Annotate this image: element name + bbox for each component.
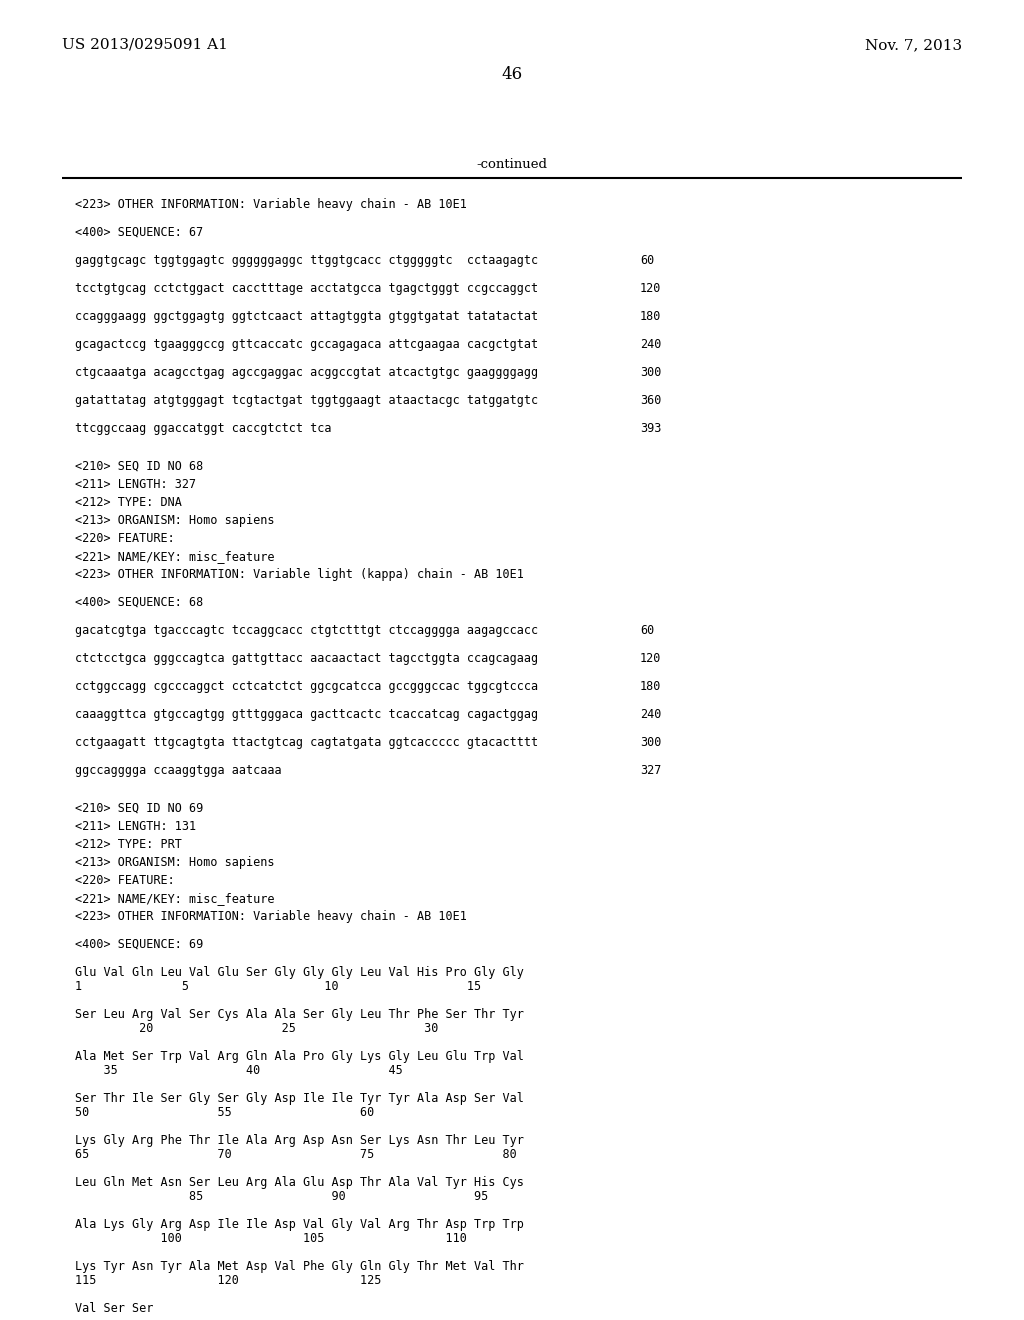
Text: 85                  90                  95: 85 90 95 xyxy=(75,1191,488,1203)
Text: gaggtgcagc tggtggagtc ggggggaggc ttggtgcacc ctgggggtc  cctaagagtc: gaggtgcagc tggtggagtc ggggggaggc ttggtgc… xyxy=(75,253,539,267)
Text: <221> NAME/KEY: misc_feature: <221> NAME/KEY: misc_feature xyxy=(75,892,274,906)
Text: 60: 60 xyxy=(640,253,654,267)
Text: -continued: -continued xyxy=(476,158,548,172)
Text: gatattatag atgtgggagt tcgtactgat tggtggaagt ataactacgc tatggatgtc: gatattatag atgtgggagt tcgtactgat tggtgga… xyxy=(75,393,539,407)
Text: <220> FEATURE:: <220> FEATURE: xyxy=(75,874,175,887)
Text: 180: 180 xyxy=(640,310,662,323)
Text: <213> ORGANISM: Homo sapiens: <213> ORGANISM: Homo sapiens xyxy=(75,855,274,869)
Text: tcctgtgcag cctctggact cacctttage acctatgcca tgagctgggt ccgccaggct: tcctgtgcag cctctggact cacctttage acctatg… xyxy=(75,282,539,294)
Text: ccagggaagg ggctggagtg ggtctcaact attagtggta gtggtgatat tatatactat: ccagggaagg ggctggagtg ggtctcaact attagtg… xyxy=(75,310,539,323)
Text: 115                 120                 125: 115 120 125 xyxy=(75,1274,381,1287)
Text: Lys Gly Arg Phe Thr Ile Ala Arg Asp Asn Ser Lys Asn Thr Leu Tyr: Lys Gly Arg Phe Thr Ile Ala Arg Asp Asn … xyxy=(75,1134,524,1147)
Text: 65                  70                  75                  80: 65 70 75 80 xyxy=(75,1148,517,1162)
Text: 100                 105                 110: 100 105 110 xyxy=(75,1232,467,1245)
Text: gcagactccg tgaagggccg gttcaccatc gccagagaca attcgaagaa cacgctgtat: gcagactccg tgaagggccg gttcaccatc gccagag… xyxy=(75,338,539,351)
Text: <223> OTHER INFORMATION: Variable light (kappa) chain - AB 10E1: <223> OTHER INFORMATION: Variable light … xyxy=(75,568,524,581)
Text: 50                  55                  60: 50 55 60 xyxy=(75,1106,374,1119)
Text: ctctcctgca gggccagtca gattgttacc aacaactact tagcctggta ccagcagaag: ctctcctgca gggccagtca gattgttacc aacaact… xyxy=(75,652,539,665)
Text: <211> LENGTH: 327: <211> LENGTH: 327 xyxy=(75,478,197,491)
Text: 327: 327 xyxy=(640,764,662,777)
Text: <213> ORGANISM: Homo sapiens: <213> ORGANISM: Homo sapiens xyxy=(75,513,274,527)
Text: <220> FEATURE:: <220> FEATURE: xyxy=(75,532,175,545)
Text: 360: 360 xyxy=(640,393,662,407)
Text: Ser Leu Arg Val Ser Cys Ala Ala Ser Gly Leu Thr Phe Ser Thr Tyr: Ser Leu Arg Val Ser Cys Ala Ala Ser Gly … xyxy=(75,1008,524,1020)
Text: ctgcaaatga acagcctgag agccgaggac acggccgtat atcactgtgc gaaggggagg: ctgcaaatga acagcctgag agccgaggac acggccg… xyxy=(75,366,539,379)
Text: 120: 120 xyxy=(640,652,662,665)
Text: 393: 393 xyxy=(640,422,662,436)
Text: 240: 240 xyxy=(640,708,662,721)
Text: <212> TYPE: PRT: <212> TYPE: PRT xyxy=(75,838,182,851)
Text: 35                  40                  45: 35 40 45 xyxy=(75,1064,402,1077)
Text: caaaggttca gtgccagtgg gtttgggaca gacttcactc tcaccatcag cagactggag: caaaggttca gtgccagtgg gtttgggaca gacttca… xyxy=(75,708,539,721)
Text: 60: 60 xyxy=(640,624,654,638)
Text: Leu Gln Met Asn Ser Leu Arg Ala Glu Asp Thr Ala Val Tyr His Cys: Leu Gln Met Asn Ser Leu Arg Ala Glu Asp … xyxy=(75,1176,524,1189)
Text: <400> SEQUENCE: 69: <400> SEQUENCE: 69 xyxy=(75,939,203,950)
Text: ttcggccaag ggaccatggt caccgtctct tca: ttcggccaag ggaccatggt caccgtctct tca xyxy=(75,422,332,436)
Text: gacatcgtga tgacccagtc tccaggcacc ctgtctttgt ctccagggga aagagccacc: gacatcgtga tgacccagtc tccaggcacc ctgtctt… xyxy=(75,624,539,638)
Text: 120: 120 xyxy=(640,282,662,294)
Text: ggccagggga ccaaggtgga aatcaaa: ggccagggga ccaaggtgga aatcaaa xyxy=(75,764,282,777)
Text: <211> LENGTH: 131: <211> LENGTH: 131 xyxy=(75,820,197,833)
Text: Glu Val Gln Leu Val Glu Ser Gly Gly Gly Leu Val His Pro Gly Gly: Glu Val Gln Leu Val Glu Ser Gly Gly Gly … xyxy=(75,966,524,979)
Text: <400> SEQUENCE: 67: <400> SEQUENCE: 67 xyxy=(75,226,203,239)
Text: Val Ser Ser: Val Ser Ser xyxy=(75,1302,154,1315)
Text: <212> TYPE: DNA: <212> TYPE: DNA xyxy=(75,496,182,510)
Text: US 2013/0295091 A1: US 2013/0295091 A1 xyxy=(62,38,228,51)
Text: Nov. 7, 2013: Nov. 7, 2013 xyxy=(865,38,962,51)
Text: Ser Thr Ile Ser Gly Ser Gly Asp Ile Ile Tyr Tyr Ala Asp Ser Val: Ser Thr Ile Ser Gly Ser Gly Asp Ile Ile … xyxy=(75,1092,524,1105)
Text: 180: 180 xyxy=(640,680,662,693)
Text: <223> OTHER INFORMATION: Variable heavy chain - AB 10E1: <223> OTHER INFORMATION: Variable heavy … xyxy=(75,909,467,923)
Text: 240: 240 xyxy=(640,338,662,351)
Text: <400> SEQUENCE: 68: <400> SEQUENCE: 68 xyxy=(75,597,203,609)
Text: 20                  25                  30: 20 25 30 xyxy=(75,1022,438,1035)
Text: Ala Met Ser Trp Val Arg Gln Ala Pro Gly Lys Gly Leu Glu Trp Val: Ala Met Ser Trp Val Arg Gln Ala Pro Gly … xyxy=(75,1049,524,1063)
Text: Lys Tyr Asn Tyr Ala Met Asp Val Phe Gly Gln Gly Thr Met Val Thr: Lys Tyr Asn Tyr Ala Met Asp Val Phe Gly … xyxy=(75,1261,524,1272)
Text: <221> NAME/KEY: misc_feature: <221> NAME/KEY: misc_feature xyxy=(75,550,274,564)
Text: 1              5                   10                  15: 1 5 10 15 xyxy=(75,979,481,993)
Text: cctgaagatt ttgcagtgta ttactgtcag cagtatgata ggtcaccccc gtacactttt: cctgaagatt ttgcagtgta ttactgtcag cagtatg… xyxy=(75,737,539,748)
Text: Ala Lys Gly Arg Asp Ile Ile Asp Val Gly Val Arg Thr Asp Trp Trp: Ala Lys Gly Arg Asp Ile Ile Asp Val Gly … xyxy=(75,1218,524,1232)
Text: <223> OTHER INFORMATION: Variable heavy chain - AB 10E1: <223> OTHER INFORMATION: Variable heavy … xyxy=(75,198,467,211)
Text: <210> SEQ ID NO 68: <210> SEQ ID NO 68 xyxy=(75,459,203,473)
Text: <210> SEQ ID NO 69: <210> SEQ ID NO 69 xyxy=(75,803,203,814)
Text: 300: 300 xyxy=(640,366,662,379)
Text: cctggccagg cgcccaggct cctcatctct ggcgcatcca gccgggccac tggcgtccca: cctggccagg cgcccaggct cctcatctct ggcgcat… xyxy=(75,680,539,693)
Text: 46: 46 xyxy=(502,66,522,83)
Text: 300: 300 xyxy=(640,737,662,748)
